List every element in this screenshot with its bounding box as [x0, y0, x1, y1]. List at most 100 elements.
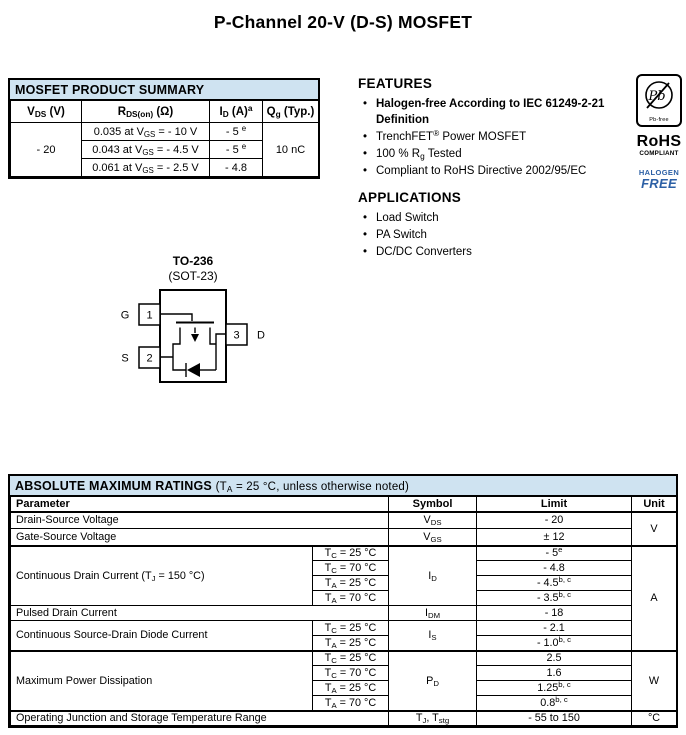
- table-row: 0.061 at VGS = - 2.5 V - 4.8: [11, 158, 319, 177]
- condition-cell: TA = 25 °C: [311, 575, 390, 591]
- absmax-title-note: (TA = 25 °C, unless otherwise noted): [215, 481, 410, 494]
- page-title: P-Channel 20-V (D-S) MOSFET: [213, 12, 473, 32]
- mosfet-product-summary: MOSFET PRODUCT SUMMARY VDS (V) RDS(on) (…: [8, 78, 320, 179]
- limit-cell: - 1.0b, c: [476, 635, 633, 651]
- features-list: Halogen-free According to IEC 61249-2-21…: [358, 97, 630, 179]
- table-row: TA = 25 °C - 4.5b, c: [11, 575, 677, 591]
- limit-cell: - 20: [476, 511, 633, 529]
- unit-cell: °C: [631, 709, 678, 726]
- limit-cell: - 3.5b, c: [476, 590, 633, 606]
- symbol-cell: VDS: [388, 511, 478, 529]
- features-heading: FEATURES: [358, 76, 433, 91]
- halogen-free-logo: HALOGEN FREE: [635, 168, 683, 191]
- condition-cell: TC = 25 °C: [311, 620, 390, 636]
- limit-cell: - 4.5b, c: [476, 575, 633, 591]
- limit-cell: - 55 to 150: [476, 709, 633, 726]
- parameter-cell: Drain-Source Voltage: [9, 511, 390, 529]
- table-row: Drain-Source Voltage VDS - 20 V: [9, 511, 678, 546]
- halogen-label: HALOGEN: [638, 168, 680, 177]
- pb-free-label: Pb-free: [649, 117, 669, 123]
- symbol-cell: TJ, Tstg: [388, 709, 478, 726]
- table-row: TA = 70 °C - 3.5b, c: [11, 590, 677, 606]
- limit-cell: - 18: [476, 605, 633, 621]
- pin-1-number: 1: [146, 310, 152, 322]
- limit-cell: - 4.8: [476, 560, 633, 576]
- pin-3-number: 3: [233, 330, 239, 342]
- table-row: - 20 0.035 at VGS = - 10 V - 5 e 10 nC: [10, 122, 319, 177]
- applications-heading: APPLICATIONS: [358, 190, 462, 205]
- body-diode-icon: [187, 363, 200, 377]
- condition-cell: TC = 25 °C: [311, 649, 390, 666]
- package-name-label: TO-236: [173, 254, 214, 268]
- parameter-cell: Continuous Drain Current (TJ = 150 °C): [10, 544, 313, 606]
- table-row: Gate-Source Voltage VGS ± 12: [9, 528, 677, 546]
- pb-free-badge: Pb Pb-free: [636, 74, 682, 127]
- parameter-cell: Continuous Source-Drain Diode Current: [10, 620, 313, 651]
- feature-item: 100 % Rg Tested: [358, 147, 630, 163]
- limit-cell: 1.25b, c: [476, 680, 633, 696]
- package-variant-label: (SOT-23): [168, 269, 217, 283]
- table-row: Maximum Power Dissipation TC = 25 °C PD …: [10, 649, 678, 711]
- table-row: Pulsed Drain Current IDM - 18: [9, 605, 677, 621]
- free-label: FREE: [641, 176, 677, 191]
- symbol-cell: VGS: [388, 528, 478, 546]
- absmax-table: Parameter Symbol Limit Unit Drain-Source…: [9, 496, 678, 726]
- condition-cell: TC = 25 °C: [311, 544, 390, 561]
- mosfet-arrow-icon: [191, 334, 199, 342]
- unit-cell: W: [631, 649, 678, 711]
- pb-free-icon: Pb: [645, 81, 673, 109]
- col-header-qg: Qg (Typ.): [262, 100, 319, 123]
- feature-item: TrenchFET® Power MOSFET: [358, 129, 630, 146]
- table-row: TC = 70 °C - 4.8: [11, 560, 677, 576]
- package-diagram: TO-236 (SOT-23) 1 2 3 G S D: [112, 252, 297, 397]
- symbol-cell: IS: [388, 620, 478, 651]
- condition-cell: TA = 70 °C: [311, 590, 390, 606]
- id-value: - 5 e: [209, 122, 263, 141]
- condition-cell: TA = 70 °C: [311, 695, 390, 711]
- absmax-table-title: ABSOLUTE MAXIMUM RATINGS (TA = 25 °C, un…: [10, 476, 676, 496]
- parameter-cell: Pulsed Drain Current: [9, 605, 390, 621]
- symbol-cell: ID: [388, 544, 478, 606]
- to236-sot23-drawing: TO-236 (SOT-23) 1 2 3 G S D: [121, 254, 265, 383]
- limit-cell: 1.6: [476, 665, 633, 681]
- limit-cell: - 5e: [476, 544, 633, 561]
- feature-item: Halogen-free According to IEC 61249-2-21…: [358, 97, 630, 128]
- col-header-id: ID (A)a: [209, 100, 263, 123]
- table-row: 0.043 at VGS = - 4.5 V - 5 e: [11, 140, 319, 159]
- condition-cell: TA = 25 °C: [311, 680, 390, 696]
- rohs-logo: RoHS: [636, 133, 682, 150]
- limit-cell: 2.5: [476, 649, 633, 666]
- table-row: Operating Junction and Storage Temperatu…: [9, 709, 678, 726]
- col-header-rdson: RDS(on) (Ω): [81, 100, 210, 123]
- parameter-cell: Operating Junction and Storage Temperatu…: [9, 709, 390, 726]
- parameter-cell: Maximum Power Dissipation: [10, 649, 313, 711]
- table-row: TA = 70 °C 0.8b, c: [11, 695, 677, 711]
- condition-cell: TC = 70 °C: [311, 560, 390, 576]
- symbol-cell: IDM: [388, 605, 478, 621]
- feature-item: Compliant to RoHS Directive 2002/95/EC: [358, 164, 630, 180]
- unit-cell: A: [631, 544, 678, 651]
- limit-cell: ± 12: [476, 528, 633, 546]
- summary-header-row: VDS (V) RDS(on) (Ω) ID (A)a Qg (Typ.): [10, 100, 319, 123]
- vds-value: - 20: [10, 122, 82, 177]
- application-item: DC/DC Converters: [358, 245, 630, 261]
- rdson-value: 0.043 at VGS = - 4.5 V: [81, 140, 210, 159]
- compliance-badges: Pb Pb-free RoHS COMPLIANT HALOGEN FREE: [635, 74, 683, 191]
- col-header-parameter: Parameter: [9, 496, 390, 513]
- col-header-unit: Unit: [631, 496, 678, 513]
- table-row: TA = 25 °C - 1.0b, c: [11, 635, 677, 651]
- rdson-value: 0.035 at VGS = - 10 V: [81, 122, 210, 141]
- col-header-symbol: Symbol: [388, 496, 478, 513]
- col-header-limit: Limit: [476, 496, 633, 513]
- qg-value: 10 nC: [262, 122, 319, 177]
- id-value: - 5 e: [209, 140, 263, 159]
- limit-cell: 0.8b, c: [476, 695, 633, 711]
- application-item: PA Switch: [358, 228, 630, 244]
- absmax-header-row: Parameter Symbol Limit Unit: [9, 496, 678, 513]
- application-item: Load Switch: [358, 211, 630, 227]
- condition-cell: TA = 25 °C: [311, 635, 390, 651]
- absmax-title-text: ABSOLUTE MAXIMUM RATINGS: [15, 479, 212, 493]
- id-value: - 4.8: [209, 158, 263, 177]
- table-row: TA = 25 °C 1.25b, c: [11, 680, 677, 696]
- symbol-cell: PD: [388, 649, 478, 711]
